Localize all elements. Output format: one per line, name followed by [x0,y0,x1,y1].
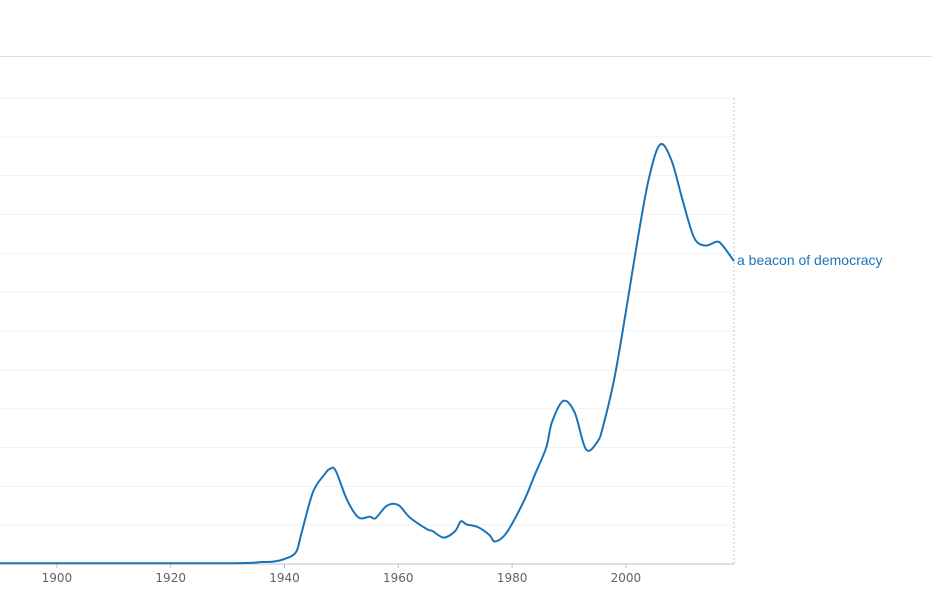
x-tick-label: 1960 [383,571,414,585]
x-tick-label: 2000 [611,571,642,585]
series-layer: a beacon of democracy [0,142,883,565]
series-label[interactable]: a beacon of democracy [737,252,883,268]
x-tick-label: 1980 [497,571,528,585]
x-axis-ticks: 1900 1920 1940 1960 1980 2000 [42,564,642,585]
x-tick-label: 1920 [155,571,186,585]
x-tick-label: 1940 [269,571,300,585]
x-tick-label: 1900 [42,571,73,585]
grid-lines [0,97,734,526]
header-divider [0,56,932,57]
series-line[interactable] [0,142,735,565]
